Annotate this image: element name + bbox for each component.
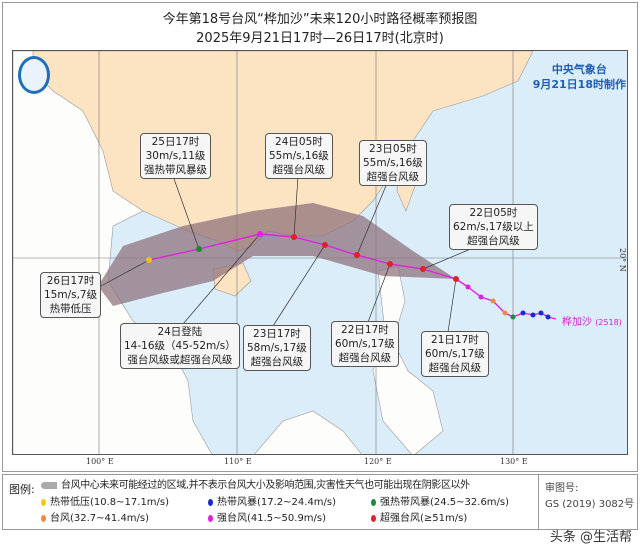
- fc-wind: 55m/s,16级: [269, 150, 329, 162]
- lon-label-120: 120° E: [364, 457, 392, 466]
- fc-time: 22日05时: [469, 207, 518, 219]
- fc-wind: 14-16级（45-52m/s）: [124, 340, 236, 352]
- sty-dot-icon: [208, 514, 213, 522]
- figure-frame: [2, 2, 638, 472]
- cma-logo-icon: [18, 56, 50, 94]
- fc-level: 超强台风级: [250, 356, 304, 368]
- forecast-point[interactable]: [257, 231, 263, 237]
- forecast-point[interactable]: [196, 246, 202, 252]
- legend-item: 强热带风暴(24.5~32.6m/s): [371, 496, 509, 510]
- legend-label: 热带低压(10.8~17.1m/s): [50, 497, 170, 508]
- fc-level: 超强台风级: [428, 362, 482, 374]
- fc-wind: 60m/s,17级: [425, 348, 485, 360]
- forecast-point[interactable]: [354, 252, 360, 258]
- fc-time: 24日05时: [275, 136, 323, 148]
- agency-block: 中央气象台 9月21日18时制作: [533, 62, 626, 92]
- lat-label-20: 20° N: [618, 248, 627, 272]
- land-borneo: [254, 410, 362, 454]
- forecast-box-25-17[interactable]: 25日17时 30m/s,11级 强热带风暴级: [140, 133, 211, 179]
- fc-time: 26日17时: [46, 275, 95, 287]
- forecast-point[interactable]: [291, 234, 297, 240]
- legend-label: 热带风暴(17.2~24.4m/s): [217, 497, 337, 508]
- typhoon-id: (2518): [595, 318, 622, 327]
- forecast-point[interactable]: [146, 257, 152, 263]
- lon-label-130: 130° E: [500, 457, 528, 466]
- fc-level: 超强台风级: [272, 164, 326, 176]
- fc-level: 强热带风暴级: [144, 164, 207, 176]
- fc-time: 23日05时: [369, 143, 417, 155]
- fc-wind: 62m/s,17级以上: [453, 221, 534, 233]
- fc-level: 超强台风级: [467, 235, 520, 247]
- forecast-box-21-17[interactable]: 21日17时 60m/s,17级 超强台风级: [421, 331, 489, 377]
- review-label: 审图号:: [545, 483, 579, 494]
- ty-dot-icon: [41, 514, 46, 522]
- legend-label: 台风(32.7~41.4m/s): [50, 513, 150, 524]
- leader-lines: [100, 175, 474, 333]
- lon-label-110: 110° E: [224, 457, 252, 466]
- fc-wind: 60m/s,17级: [335, 338, 395, 350]
- fc-time: 22日17时: [341, 324, 389, 336]
- issue-time: 9月21日18时制作: [532, 78, 626, 91]
- legend-item: 台风(32.7~41.4m/s): [41, 512, 149, 526]
- fc-level: 超强台风级: [366, 171, 420, 183]
- fc-level: 热带低压: [49, 303, 92, 315]
- fc-time: 23日17时: [253, 328, 301, 340]
- legend-cone: 台风中心未来可能经过的区域,并不表示台风大小及影响范围,灾害性天气也可能出现在阴…: [41, 479, 470, 493]
- legend-item: 超强台风(≥51m/s): [371, 512, 467, 526]
- forecast-point[interactable]: [387, 261, 393, 267]
- map-canvas: [13, 51, 627, 454]
- legend-item: 强台风(41.5~50.9m/s): [208, 512, 326, 526]
- legend-label: 强台风(41.5~50.9m/s): [217, 513, 327, 524]
- cone-desc: 台风中心未来可能经过的区域,并不表示台风大小及影响范围,灾害性天气也可能出现在阴…: [61, 480, 470, 491]
- forecast-box-22-05[interactable]: 22日05时 62m/s,17级以上 超强台风级: [449, 204, 538, 250]
- typhoon-name-label: 桦加沙 (2518): [562, 313, 622, 328]
- fc-level: 强台风级或超强台风级: [127, 354, 233, 366]
- td-dot-icon: [41, 498, 46, 506]
- watermark: 头条 @生活帮: [549, 530, 632, 545]
- fc-level: 超强台风级: [338, 352, 392, 364]
- super-ty-dot-icon: [371, 514, 376, 522]
- forecast-point[interactable]: [322, 242, 328, 248]
- review-value: GS (2019) 3082号: [545, 499, 635, 510]
- fc-wind: 55m/s,16级: [363, 157, 423, 169]
- forecast-box-23-05[interactable]: 23日05时 55m/s,16级 超强台风级: [359, 140, 427, 186]
- forecast-map[interactable]: [12, 50, 628, 455]
- review-number: 审图号: GS (2019) 3082号: [538, 475, 637, 529]
- legend-label: 强热带风暴(24.5~32.6m/s): [380, 497, 510, 508]
- forecast-box-24-landfall[interactable]: 24日登陆 14-16级（45-52m/s） 强台风级或超强台风级: [120, 323, 240, 369]
- forecast-box-23-17[interactable]: 23日17时 58m/s,17级 超强台风级: [243, 325, 311, 371]
- fc-time: 21日17时: [431, 334, 479, 346]
- fc-time: 25日17时: [151, 136, 200, 148]
- forecast-box-26-17[interactable]: 26日17时 15m/s,7级 热带低压: [40, 272, 102, 318]
- forecast-point[interactable]: [420, 266, 426, 272]
- history-points: [465, 284, 551, 320]
- probability-cone: [98, 203, 456, 306]
- map-title: 今年第18号台风“桦加沙”未来120小时路径概率预报图: [162, 12, 478, 27]
- sts-dot-icon: [371, 498, 376, 506]
- forecast-box-22-17[interactable]: 22日17时 60m/s,17级 超强台风级: [331, 321, 399, 367]
- agency-name: 中央气象台: [551, 63, 607, 76]
- legend: 图例: 台风中心未来可能经过的区域,并不表示台风大小及影响范围,灾害性天气也可能…: [2, 474, 638, 530]
- forecast-points: [146, 231, 459, 282]
- forecast-box-24-05[interactable]: 24日05时 55m/s,16级 超强台风级: [265, 133, 333, 179]
- fc-wind: 30m/s,11级: [145, 150, 206, 162]
- typhoon-name: 桦加沙: [562, 317, 592, 328]
- legend-item: 热带风暴(17.2~24.4m/s): [208, 496, 336, 510]
- ts-dot-icon: [208, 498, 213, 506]
- legend-label: 超强台风(≥51m/s): [380, 513, 468, 524]
- cone-swatch-icon: [41, 481, 57, 489]
- fc-wind: 15m/s,7级: [44, 289, 98, 301]
- forecast-point[interactable]: [453, 276, 459, 282]
- fc-time: 24日登陆: [157, 326, 203, 338]
- legend-heading: 图例:: [9, 483, 35, 496]
- map-subtitle: 2025年9月21日17时—26日17时(北京时): [196, 31, 444, 46]
- legend-item: 热带低压(10.8~17.1m/s): [41, 496, 169, 510]
- lon-label-100: 100° E: [86, 457, 114, 466]
- fc-wind: 58m/s,17级: [247, 342, 307, 354]
